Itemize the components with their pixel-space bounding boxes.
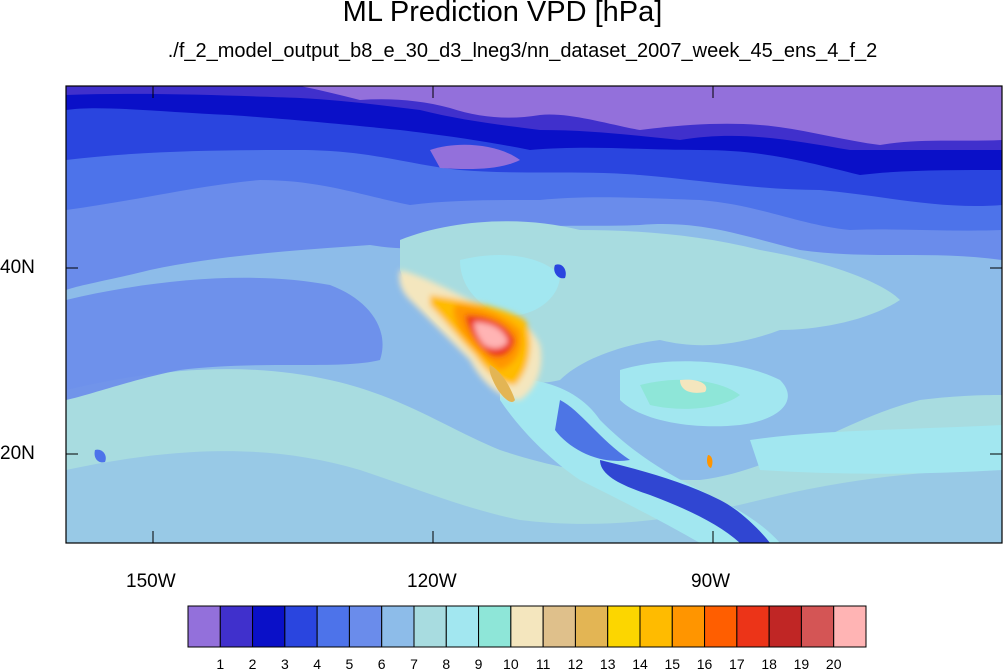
colorbar-swatch xyxy=(187,605,221,648)
map-subtitle: ./f_2_model_output_b8_e_30_d3_lneg3/nn_d… xyxy=(167,40,878,62)
lon-label-120w: 120W xyxy=(407,571,457,592)
colorbar-swatch xyxy=(252,605,286,648)
colorbar-label: 2 xyxy=(248,656,257,672)
colorbar-label: 7 xyxy=(410,656,418,672)
colorbar-swatch xyxy=(348,605,383,648)
colorbar-swatch xyxy=(736,605,770,648)
colorbar-swatch xyxy=(284,605,318,648)
colorbar-label: 17 xyxy=(729,656,745,672)
lat-label-20n: 20N xyxy=(0,443,35,464)
colorbar-label: 6 xyxy=(377,656,386,672)
colorbar-swatch xyxy=(607,605,641,648)
colorbar-label: 18 xyxy=(761,656,777,672)
colorbar-label: 20 xyxy=(825,656,842,672)
colorbar-label: 4 xyxy=(313,656,322,672)
colorbar-swatch xyxy=(510,605,544,648)
colorbar-swatch xyxy=(671,605,706,648)
colorbar-swatch xyxy=(768,605,802,648)
colorbar-label: 19 xyxy=(793,656,810,672)
colorbar-swatch xyxy=(316,605,350,648)
colorbar-label: 1 xyxy=(216,656,225,672)
colorbar-swatch xyxy=(704,605,738,648)
colorbar-label: 13 xyxy=(599,656,616,672)
colorbar-swatch xyxy=(639,605,673,648)
colorbar-label: 5 xyxy=(345,656,354,672)
map-title: ML Prediction VPD [hPa] xyxy=(342,0,663,28)
vpd-field xyxy=(66,86,1002,543)
colorbar-label: 3 xyxy=(280,656,289,672)
colorbar-label: 15 xyxy=(664,656,681,672)
colorbar-swatch xyxy=(445,605,480,648)
colorbar-swatch xyxy=(542,605,576,648)
colorbar-label: 14 xyxy=(632,656,648,672)
colorbar-swatch xyxy=(381,605,415,648)
colorbar-label: 9 xyxy=(474,656,483,672)
colorbar-swatch xyxy=(413,605,447,648)
colorbar-swatch xyxy=(800,605,835,648)
lon-label-150w: 150W xyxy=(126,571,176,592)
lat-label-40n: 40N xyxy=(0,257,35,278)
map-frame xyxy=(65,85,1003,544)
axis-ticks xyxy=(66,86,1002,543)
colorbar-label: 16 xyxy=(696,656,713,672)
colorbar-swatch xyxy=(478,605,512,648)
lon-label-90w: 90W xyxy=(691,571,731,592)
colorbar-label: 12 xyxy=(567,656,584,672)
colorbar-label: 11 xyxy=(535,656,551,672)
colorbar-label: 8 xyxy=(442,656,451,672)
colorbar-swatch xyxy=(219,605,254,648)
colorbar-swatch xyxy=(833,605,867,648)
colorbar-swatch xyxy=(574,605,609,648)
colorbar-label: 10 xyxy=(503,656,519,672)
